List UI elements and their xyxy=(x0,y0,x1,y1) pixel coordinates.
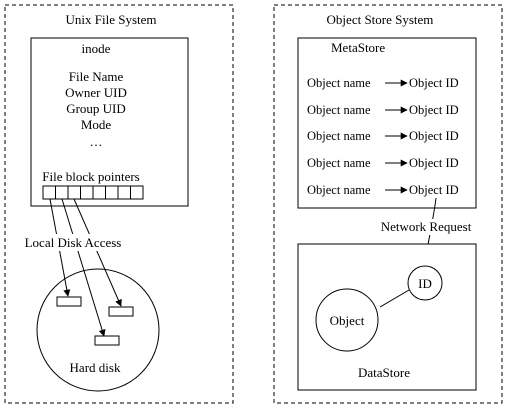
object-name-cell: Object name xyxy=(307,76,371,90)
object-node-label: Object xyxy=(330,313,365,328)
file-block-pointer-cells xyxy=(42,185,144,200)
local-disk-access-label: Local Disk Access xyxy=(25,235,122,250)
object-id-cell: Object ID xyxy=(409,103,459,117)
metastore-row: Object name Object ID xyxy=(307,183,459,197)
disk-block-3 xyxy=(94,335,120,346)
pointer-line-3 xyxy=(73,198,122,307)
network-request-label: Network Request xyxy=(381,219,472,234)
object-name-cell: Object name xyxy=(307,129,371,143)
unix-panel-title: Unix File System xyxy=(65,12,156,27)
inode-field-group-uid: Group UID xyxy=(66,101,126,116)
metastore-row: Object name Object ID xyxy=(307,103,459,117)
object-id-cell: Object ID xyxy=(409,76,459,90)
id-node-label: ID xyxy=(418,276,432,291)
objstore-panel xyxy=(273,4,503,404)
inode-field-ellipsis: … xyxy=(90,134,103,149)
metastore-title: MetaStore xyxy=(331,40,385,55)
unix-panel xyxy=(4,4,234,404)
pointer-line-2 xyxy=(61,198,106,337)
pointer-cell xyxy=(55,185,69,200)
inode-field-owner-uid: Owner UID xyxy=(65,85,127,100)
inode-field-file-name: File Name xyxy=(69,69,124,84)
metastore-row: Object name Object ID xyxy=(307,156,459,170)
metastore-row: Object name Object ID xyxy=(307,76,459,90)
inode-box xyxy=(30,37,189,207)
object-node xyxy=(315,288,379,352)
object-id-cell: Object ID xyxy=(409,129,459,143)
disk-block-2 xyxy=(108,306,134,317)
file-block-pointers-label: File block pointers xyxy=(42,169,140,184)
id-object-link xyxy=(379,289,410,308)
local-disk-access-label-bg xyxy=(19,234,127,251)
pointer-cell xyxy=(130,185,144,200)
pointer-cell xyxy=(42,185,56,200)
disk-block-1 xyxy=(56,296,82,307)
metastore-box xyxy=(297,37,477,209)
id-node xyxy=(407,265,443,301)
object-name-cell: Object name xyxy=(307,156,371,170)
datastore-title: DataStore xyxy=(358,365,410,380)
metastore-row: Object name Object ID xyxy=(307,129,459,143)
pointer-cell xyxy=(117,185,131,200)
pointer-cell xyxy=(80,185,94,200)
object-name-cell: Object name xyxy=(307,183,371,197)
object-name-cell: Object name xyxy=(307,103,371,117)
pointer-cell xyxy=(92,185,106,200)
object-id-cell: Object ID xyxy=(409,183,459,197)
object-id-cell: Object ID xyxy=(409,156,459,170)
hard-disk xyxy=(36,268,160,392)
hard-disk-label: Hard disk xyxy=(70,360,121,375)
pointer-cell xyxy=(105,185,119,200)
objstore-panel-title: Object Store System xyxy=(327,12,434,27)
inode-title: inode xyxy=(82,41,111,56)
inode-field-mode: Mode xyxy=(81,117,112,132)
pointer-cell xyxy=(67,185,81,200)
network-request-label-bg xyxy=(375,219,477,235)
